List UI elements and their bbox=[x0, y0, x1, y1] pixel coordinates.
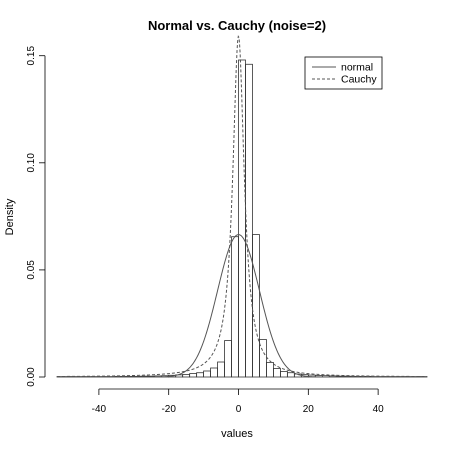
histogram-bar bbox=[279, 371, 288, 378]
histogram-bar bbox=[252, 234, 260, 378]
histogram-bar bbox=[259, 339, 267, 378]
x-tick-label: -20 bbox=[161, 404, 176, 415]
y-tick-label: 0.10 bbox=[26, 153, 37, 173]
legend-label-cauchy: Cauchy bbox=[341, 74, 377, 86]
y-tick-label: 0.05 bbox=[26, 260, 37, 280]
x-tick-label: 40 bbox=[373, 404, 385, 415]
x-tick-label: -40 bbox=[92, 404, 107, 415]
legend-box bbox=[304, 56, 383, 90]
axes: -40 -20 0 20 40 0.00 0.05 0.10 0.15 bbox=[26, 46, 384, 415]
y-axis-label: Density bbox=[4, 198, 16, 235]
x-axis-label: values bbox=[221, 428, 253, 440]
histogram-bar bbox=[266, 362, 274, 378]
y-tick-label: 0.00 bbox=[26, 367, 37, 387]
histogram-bar bbox=[273, 368, 281, 378]
series-cauchy-curve bbox=[56, 35, 427, 378]
histogram-bar bbox=[210, 367, 218, 378]
histogram-bar bbox=[196, 372, 204, 378]
histogram-bar bbox=[231, 236, 239, 378]
chart-title: Normal vs. Cauchy (noise=2) bbox=[148, 18, 326, 33]
histogram-bar bbox=[286, 372, 295, 378]
histogram-bar bbox=[182, 374, 191, 378]
legend-label-normal: normal bbox=[341, 62, 373, 74]
histogram-bar bbox=[189, 373, 198, 378]
series-normal-curve bbox=[57, 234, 427, 378]
density-curves bbox=[56, 35, 427, 378]
histogram-bar bbox=[238, 59, 246, 378]
histogram-bars bbox=[56, 59, 428, 378]
histogram-bar bbox=[224, 340, 232, 378]
x-tick-label: 20 bbox=[303, 404, 315, 415]
histogram-bar bbox=[203, 370, 211, 378]
histogram-bar bbox=[245, 63, 253, 378]
y-tick-label: 0.15 bbox=[26, 46, 37, 66]
x-tick-label: 0 bbox=[236, 404, 242, 415]
histogram-bar bbox=[217, 361, 225, 378]
